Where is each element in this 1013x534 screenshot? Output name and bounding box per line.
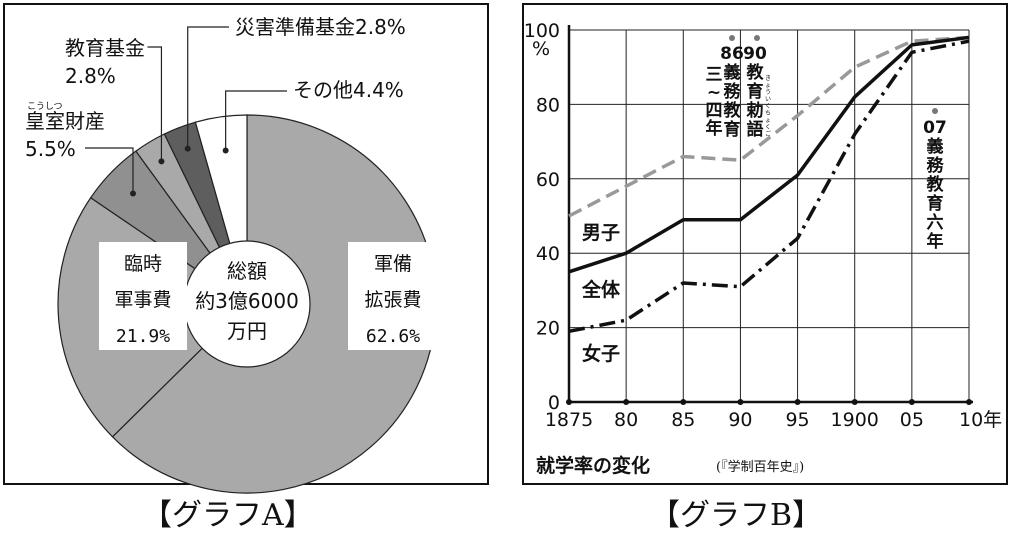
annot-07-char-6: 年 <box>927 231 944 252</box>
label-imperial-name: 皇室財産 <box>25 109 105 133</box>
annot-07-char-2: 務 <box>927 155 945 176</box>
annot-86-char-4: 育 <box>724 119 741 140</box>
annot-90-ruby-8: ご <box>765 130 771 138</box>
annot-90-ruby-3: い <box>765 96 771 103</box>
annot-90-ruby-7: く <box>765 124 771 131</box>
annot-86-sub-char-1: ~ <box>707 83 721 103</box>
annot-86-char-0: 86 <box>720 44 744 64</box>
x-tick-dot-4 <box>794 399 801 405</box>
series-label-1: 全体 <box>581 278 621 301</box>
label-education-value: 2.8% <box>65 64 116 88</box>
annot-90-ruby-2: う <box>765 89 771 96</box>
center-label-1: 約3億6000 <box>195 289 299 313</box>
slice-label-temporary-war-box <box>99 242 187 350</box>
x-tick-label-4: 95 <box>785 409 809 431</box>
series-label-2: 女子 <box>582 342 620 365</box>
annot-86-dot <box>729 35 735 41</box>
center-label-2: 万円 <box>227 319 267 343</box>
annot-90-ruby-5: ち <box>765 110 771 117</box>
x-tick-label-1: 80 <box>614 409 638 431</box>
annot-07-char-5: 六 <box>927 212 944 233</box>
x-tick-dot-3 <box>737 399 744 405</box>
series-line-1 <box>568 35 970 274</box>
graph-b-line-chart: 1875 80 85 90 95 1900 05 10年 0 20 40 60 80 100% 男子全体女子… <box>524 20 1002 477</box>
graph-a-caption: 【グラフA】 <box>142 498 314 533</box>
label-other: その他4.4% <box>293 78 404 102</box>
annot-07-char-4: 育 <box>927 193 944 214</box>
annot-86-char-1: 義 <box>724 62 741 83</box>
x-tick-dot-2 <box>680 399 687 405</box>
slice-label-temporary-war-text-2: 21.9% <box>116 326 170 347</box>
annot-90-char-2: 育 <box>747 81 764 102</box>
graph-b-title: 就学率の変化 <box>536 454 650 477</box>
x-tick-dot-7 <box>966 399 972 405</box>
annot-90-char-4: 語 <box>747 119 764 140</box>
annot-90-char-0: 90 <box>743 44 767 64</box>
slice-label-military-text-1: 拡張費 <box>364 289 421 311</box>
annot-07-char-1: 義 <box>927 136 944 157</box>
leader-line-other <box>225 90 287 151</box>
x-tick-label-0: 1875 <box>545 409 593 431</box>
x-tick-label-3: 90 <box>728 409 752 431</box>
y-tick-label-5: 100 <box>524 20 560 42</box>
series-line-2 <box>568 39 970 334</box>
annot-07-char-3: 教 <box>926 174 945 195</box>
y-tick-label-0: 0 <box>548 392 560 414</box>
x-tick-label-5: 1900 <box>831 409 879 431</box>
graph-b-source: (『学制百年史』) <box>716 459 804 475</box>
annot-90-ruby-0: き <box>765 75 771 82</box>
annot-86-sub-char-2: 四 <box>706 101 723 121</box>
y-tick-label-4: 80 <box>536 94 560 116</box>
series-line-0 <box>568 35 970 218</box>
annot-86-sub-char-0: 三 <box>706 65 723 85</box>
leader-line-imperial <box>85 147 134 194</box>
annot-86-sub-char-3: 年 <box>706 118 723 139</box>
y-tick-label-3: 60 <box>536 169 560 191</box>
series-label-0: 男子 <box>582 222 620 244</box>
annot-07-dot <box>932 108 938 114</box>
annot-90-dot <box>754 35 760 41</box>
annot-90-char-1: 教 <box>746 62 765 83</box>
slice-label-military-box <box>348 242 438 350</box>
slice-label-military-text-0: 軍備 <box>374 253 412 275</box>
slice-label-military-text-2: 62.6% <box>366 326 420 347</box>
leader-line-education <box>147 46 163 162</box>
x-tick-dot-6 <box>908 399 915 405</box>
annot-90-char-3: 勅 <box>746 100 764 121</box>
annot-86-char-2: 務 <box>724 81 742 102</box>
annot-90-ruby-6: ょ <box>765 117 771 124</box>
annot-90-ruby-4: く <box>765 103 771 110</box>
x-tick-dot-1 <box>623 399 630 405</box>
x-tick-dot-5 <box>851 399 858 405</box>
annot-07-char-0: 07 <box>923 118 947 138</box>
annot-86-char-3: 教 <box>723 100 742 121</box>
slice-label-temporary-war-text-0: 臨時 <box>124 253 162 275</box>
label-disaster: 災害準備基金2.8% <box>235 15 406 39</box>
label-education-name: 教育基金 <box>65 36 145 60</box>
y-unit-label: % <box>532 38 550 60</box>
x-tick-label-6: 05 <box>900 409 924 431</box>
x-tick-dot-0 <box>566 399 572 405</box>
x-tick-label-7: 10年 <box>959 409 1002 431</box>
graph-a-panel: 総額約3億6000 万円 軍備拡張費 62.6% 臨時軍事費 21.9% こうしつ 皇室財産 5… <box>3 3 489 494</box>
imperial-ruby: こうしつ <box>27 101 62 112</box>
graph-b-panel: 1875 80 85 90 95 1900 05 10年 0 20 40 60 80 100% 男子全体女子… <box>522 3 1008 485</box>
center-label-0: 総額 <box>227 259 267 283</box>
annot-90-ruby-1: ょ <box>765 82 771 89</box>
x-tick-label-2: 85 <box>671 409 695 431</box>
leader-line-disaster <box>187 26 229 149</box>
y-tick-label-1: 20 <box>536 318 560 340</box>
graph-b-caption: 【グラフB】 <box>650 498 823 533</box>
y-tick-label-2: 40 <box>536 243 560 265</box>
slice-label-temporary-war-text-1: 軍事費 <box>114 289 171 311</box>
label-imperial-value: 5.5% <box>25 137 76 161</box>
